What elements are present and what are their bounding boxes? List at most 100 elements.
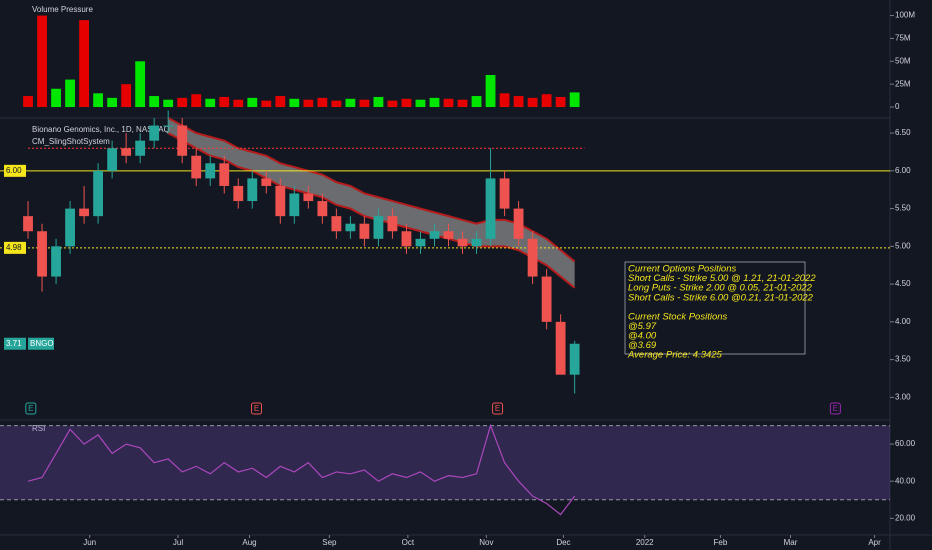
candle-body (65, 208, 75, 247)
x-tick-label: Aug (242, 538, 256, 547)
x-tick-label: 2022 (636, 538, 654, 547)
note-line: Short Calls - Strike 6.00 @0.21, 21-01-2… (628, 292, 814, 303)
y-tick-label: 25M (895, 79, 911, 88)
event-icon (25, 402, 37, 415)
level-tag (4, 164, 26, 177)
y-tick-label: 5.00 (895, 241, 911, 250)
event-icon (492, 402, 504, 415)
band-lower (167, 132, 576, 289)
candle-body (177, 125, 188, 156)
candle-body (261, 178, 272, 186)
candle-body (303, 193, 314, 202)
volume-bar (275, 96, 286, 108)
y-tick-label: 40.00 (895, 476, 916, 485)
volume-bar (261, 100, 272, 108)
candle-body (317, 201, 328, 217)
volume-bar (527, 97, 538, 108)
event-icon (250, 402, 262, 415)
note-line: Current Options Positions (628, 264, 736, 275)
volume-bar (191, 94, 202, 108)
volume-bar (93, 93, 104, 108)
volume-bar (359, 99, 370, 108)
volume-bar (541, 94, 552, 108)
rsi-band (0, 425, 890, 500)
symbol-title: Bionano Genomics, Inc., 1D, NASDAQ (32, 125, 170, 134)
volume-bar (219, 96, 230, 108)
candle-body (541, 276, 552, 322)
volume-bar (471, 96, 482, 108)
candle-body (191, 155, 202, 179)
volume-bar (23, 96, 33, 108)
volume-bar (37, 15, 47, 108)
candle-body (485, 178, 496, 239)
candle-body (331, 216, 342, 232)
candle-body (233, 185, 244, 202)
volume-bar (51, 88, 61, 108)
y-tick-label: 3.50 (895, 355, 911, 364)
candle-body (23, 216, 33, 232)
note-line: @4.00 (628, 331, 657, 342)
event-icon (829, 402, 841, 415)
y-tick-label: 3.00 (895, 392, 911, 401)
note-line: @5.97 (628, 321, 657, 332)
y-tick-label: 4.50 (895, 279, 911, 288)
candle-body (513, 208, 524, 239)
volume-bar (303, 99, 314, 108)
level-tag (4, 241, 26, 254)
candle-body (79, 208, 89, 217)
candle-body (387, 216, 398, 232)
y-tick-label: 5.50 (895, 204, 911, 213)
volume-bar (65, 79, 75, 108)
volume-bar (135, 61, 146, 108)
note-line: @3.69 (628, 340, 657, 351)
x-tick-label: Apr (868, 538, 881, 547)
volume-bar (149, 96, 160, 108)
candle-body (219, 163, 230, 186)
candle-body (359, 223, 370, 239)
x-tick-label: Sep (322, 538, 337, 547)
x-tick-label: Mar (784, 538, 798, 547)
volume-bar (177, 97, 188, 108)
candle-body (121, 148, 132, 156)
volume-bar (345, 98, 356, 108)
volume-bar (415, 99, 426, 108)
x-tick-label: Nov (479, 538, 493, 547)
volume-bar (247, 97, 258, 108)
candle-body (499, 178, 510, 209)
candle-body (163, 125, 174, 127)
event-label: E (495, 404, 500, 413)
candle-body (443, 231, 454, 239)
candle-body (51, 246, 61, 277)
candle-body (149, 125, 160, 141)
volume-bar (429, 97, 440, 108)
x-tick-label: Jul (173, 538, 183, 547)
candle-body (569, 343, 580, 375)
notes-box (624, 261, 806, 355)
x-tick-label: Dec (556, 538, 570, 547)
note-line: Average Price: 4.3425 (627, 350, 723, 361)
candle-body (93, 170, 104, 217)
event-label: E (833, 404, 838, 413)
level-tag-label: 6.00 (6, 166, 22, 175)
candle-body (37, 231, 47, 277)
candle-body (429, 231, 440, 239)
x-tick-label: Jun (83, 538, 96, 547)
y-tick-label: 4.00 (895, 317, 911, 326)
volume-bar (443, 98, 454, 108)
candle-body (135, 140, 146, 156)
indicator-title: CM_SlingShotSystem (32, 137, 110, 146)
volume-bar (289, 98, 300, 108)
y-tick-label: 0 (895, 102, 900, 111)
last-price-label: 3.71 (6, 339, 22, 348)
candle-body (555, 321, 566, 375)
level-tag-label: 4.98 (6, 243, 22, 252)
y-tick-label: 100M (895, 11, 915, 20)
candle-body (415, 238, 426, 247)
y-tick-label: 50M (895, 56, 911, 65)
candle-body (247, 178, 258, 202)
candle-body (373, 216, 384, 239)
volume-bar (317, 97, 328, 108)
volume-bar (331, 100, 342, 108)
note-line: Long Puts - Strike 2.00 @ 0.05, 21-01-20… (628, 283, 813, 294)
